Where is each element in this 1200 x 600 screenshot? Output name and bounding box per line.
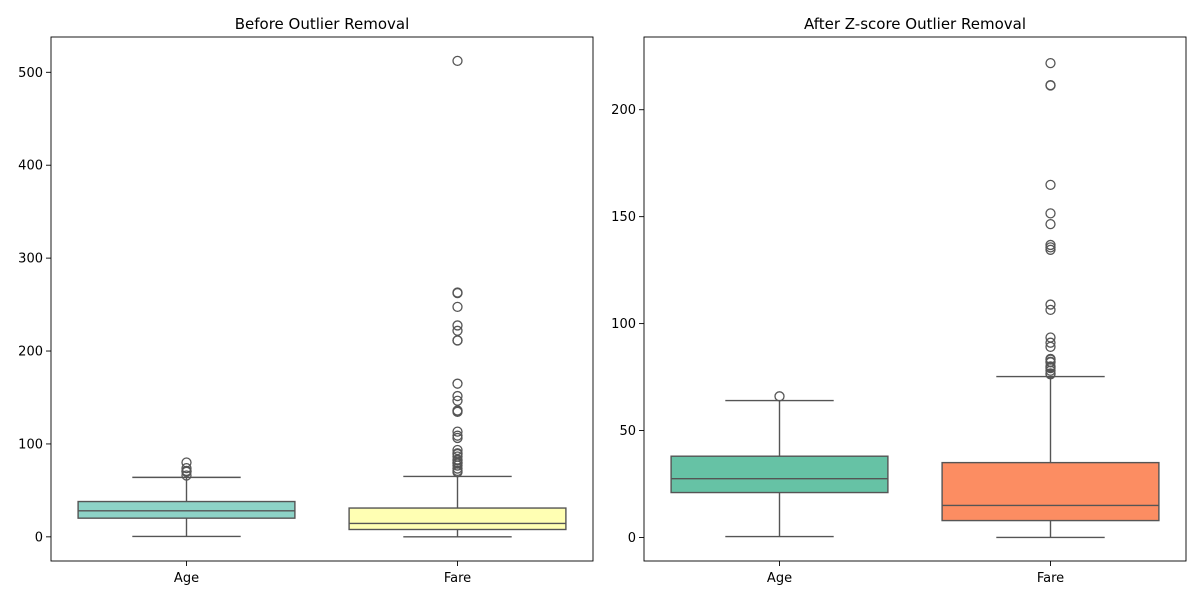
y-tick-label: 0 — [35, 530, 43, 545]
outlier-point — [452, 301, 463, 313]
outlier-point — [1045, 361, 1056, 372]
box-iqr — [348, 507, 567, 531]
chart-title: After Z-score Outlier Removal — [804, 15, 1026, 33]
y-tick-label: 300 — [18, 252, 43, 267]
outlier-point — [452, 287, 463, 298]
y-tick-label: 200 — [18, 345, 43, 360]
outlier-point — [452, 390, 463, 402]
box-iqr — [941, 461, 1160, 522]
box-fare — [941, 57, 1160, 539]
chart-title: Before Outlier Removal — [235, 15, 410, 33]
outlier-point — [1045, 218, 1056, 230]
y-tick-label: 400 — [18, 159, 43, 174]
outlier-point — [452, 448, 463, 459]
outlier-point — [1045, 239, 1056, 251]
outlier-point — [452, 430, 463, 441]
x-tick-label: Age — [174, 571, 199, 586]
outlier-point — [452, 335, 463, 346]
outlier-point — [452, 405, 463, 416]
outlier-point — [181, 470, 192, 481]
outlier-point — [452, 395, 463, 406]
box-fare — [348, 55, 567, 538]
outlier-point — [452, 444, 463, 456]
outlier-point — [1045, 304, 1056, 315]
y-tick-label: 100 — [611, 317, 636, 332]
y-tick-label: 50 — [619, 424, 636, 439]
y-tick-label: 200 — [611, 103, 636, 118]
chart-after-zscore-outlier-removal: After Z-score Outlier Removal 0 50 100 150 20… — [611, 15, 1187, 586]
box-iqr — [77, 500, 296, 519]
axes-frame — [50, 36, 594, 562]
outlier-point — [452, 55, 463, 66]
outlier-point — [452, 378, 463, 389]
box-age — [77, 457, 296, 538]
outlier-point — [1045, 79, 1056, 91]
outlier-point — [1045, 368, 1056, 379]
outlier-point — [1045, 353, 1056, 365]
outlier-point — [1045, 332, 1056, 343]
outlier-point — [1045, 179, 1056, 191]
outlier-point — [774, 391, 785, 402]
outlier-point — [452, 325, 463, 336]
outlier-point — [1045, 299, 1056, 310]
outlier-point — [181, 462, 192, 474]
outlier-point — [181, 457, 192, 468]
x-tick-label: Fare — [1037, 571, 1064, 586]
y-tick-label: 100 — [18, 437, 43, 452]
chart-before-outlier-removal: Before Outlier Removal 0 100 200 300 400 500 Ag… — [18, 15, 594, 586]
y-tick-label: 0 — [628, 531, 636, 546]
x-tick-label: Fare — [444, 571, 471, 586]
y-tick-label: 500 — [18, 66, 43, 81]
axes-frame — [643, 36, 1187, 562]
outlier-point — [452, 320, 463, 331]
outlier-point — [1045, 57, 1056, 69]
outlier-point — [1045, 337, 1056, 348]
outlier-point — [452, 426, 463, 437]
box-iqr — [670, 455, 889, 494]
x-tick-label: Age — [767, 571, 792, 586]
outlier-point — [1045, 208, 1056, 219]
y-tick-label: 150 — [611, 210, 636, 225]
box-age — [670, 391, 889, 538]
